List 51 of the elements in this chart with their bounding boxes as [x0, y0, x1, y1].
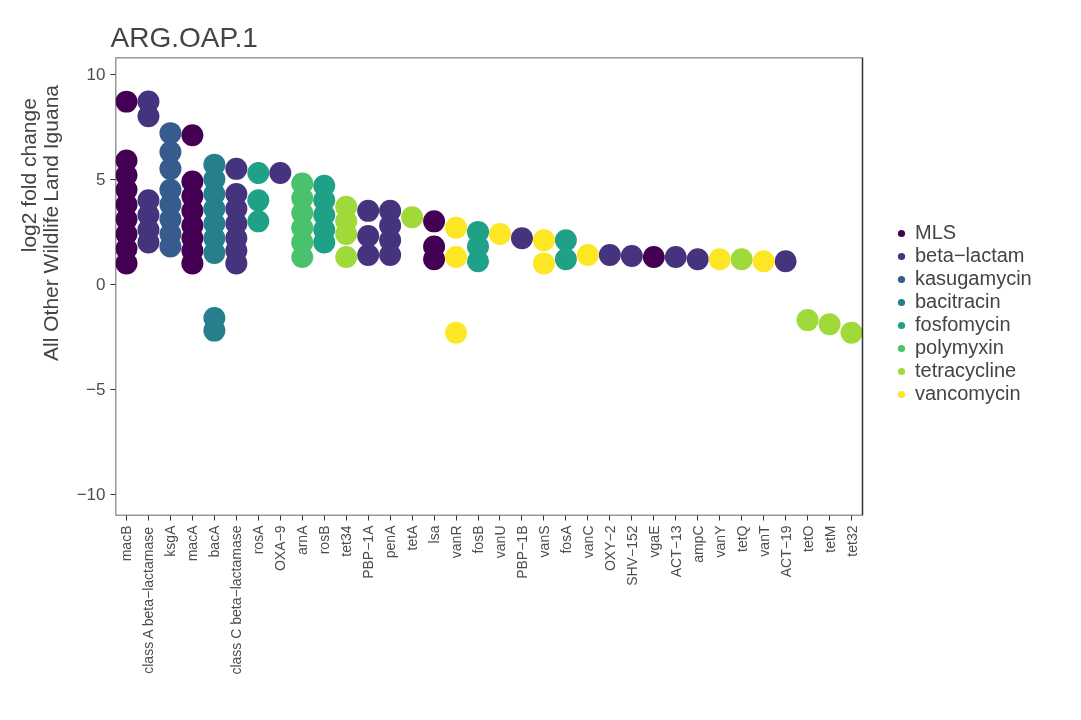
x-tick-label: OXA−9: [272, 525, 289, 572]
x-tick-label: OXY−2: [601, 525, 618, 572]
x-tick-label: vanC: [579, 525, 596, 559]
x-tick-label: fosA: [557, 524, 574, 554]
legend-label: vancomycin: [915, 382, 1021, 405]
legend-label: kasugamycin: [915, 267, 1032, 290]
x-tick-label: tetA: [404, 524, 421, 551]
x-tick-label: lsa: [426, 525, 443, 544]
x-tick-label: vanT: [755, 525, 772, 557]
x-tick-label: penA: [382, 524, 399, 559]
x-tick-label: tet34: [338, 525, 355, 557]
text: All Other Wildlife: [39, 205, 62, 361]
x-tick-label: ACT−13: [667, 525, 684, 578]
legend-label: tetracycline: [915, 359, 1017, 382]
x-tick-label: SHV−152: [623, 525, 640, 586]
x-tick-label: class A beta−lactamase: [140, 526, 157, 674]
x-tick-label: tetO: [799, 525, 816, 552]
x-tick-label: vanU: [491, 525, 508, 559]
legend-label: beta−lactam: [915, 244, 1025, 267]
y-tick-label: 10: [86, 65, 106, 85]
legend-label: fosfomycin: [915, 313, 1011, 336]
x-tick-label: rosB: [316, 525, 333, 555]
x-tick-label: macA: [184, 524, 201, 562]
chart-title: ARG.OAP.1: [110, 21, 258, 53]
legend-label: polymyxin: [915, 336, 1004, 359]
x-tick-label: class C beta−lactamase: [228, 525, 245, 675]
legend-label: MLS: [915, 221, 957, 244]
x-tick-label: ksgA: [162, 524, 179, 557]
y-tick-label: −5: [86, 380, 106, 400]
x-tick-label: PBP−1A: [360, 524, 377, 579]
x-tick-label: vanS: [535, 525, 552, 558]
x-tick-label: tetQ: [733, 525, 750, 552]
x-tick-label: macB: [118, 525, 135, 562]
x-tick-label: ACT−19: [777, 525, 794, 578]
y-tick-label: 0: [96, 275, 106, 295]
x-tick-label: vanR: [448, 525, 465, 559]
x-tick-label: arnA: [294, 524, 311, 556]
x-tick-label: vanY: [711, 524, 728, 558]
x-tick-label: PBP−1B: [513, 525, 530, 579]
y-axis-title: log2 fold change: [17, 98, 40, 253]
x-tick-label: bacA: [206, 524, 223, 558]
legend-label: bacitracin: [915, 290, 1001, 313]
x-tick-label: fosB: [470, 525, 487, 554]
x-tick-label: ampC: [689, 525, 706, 563]
x-tick-label: tetM: [821, 525, 838, 553]
y-tick-label: 5: [96, 170, 106, 190]
x-tick-label: vgaE: [645, 525, 662, 558]
text: Land Iguana: [39, 84, 62, 202]
x-tick-label: tet32: [843, 525, 860, 557]
y-tick-label: −10: [76, 485, 106, 505]
x-tick-label: rosA: [250, 524, 267, 555]
